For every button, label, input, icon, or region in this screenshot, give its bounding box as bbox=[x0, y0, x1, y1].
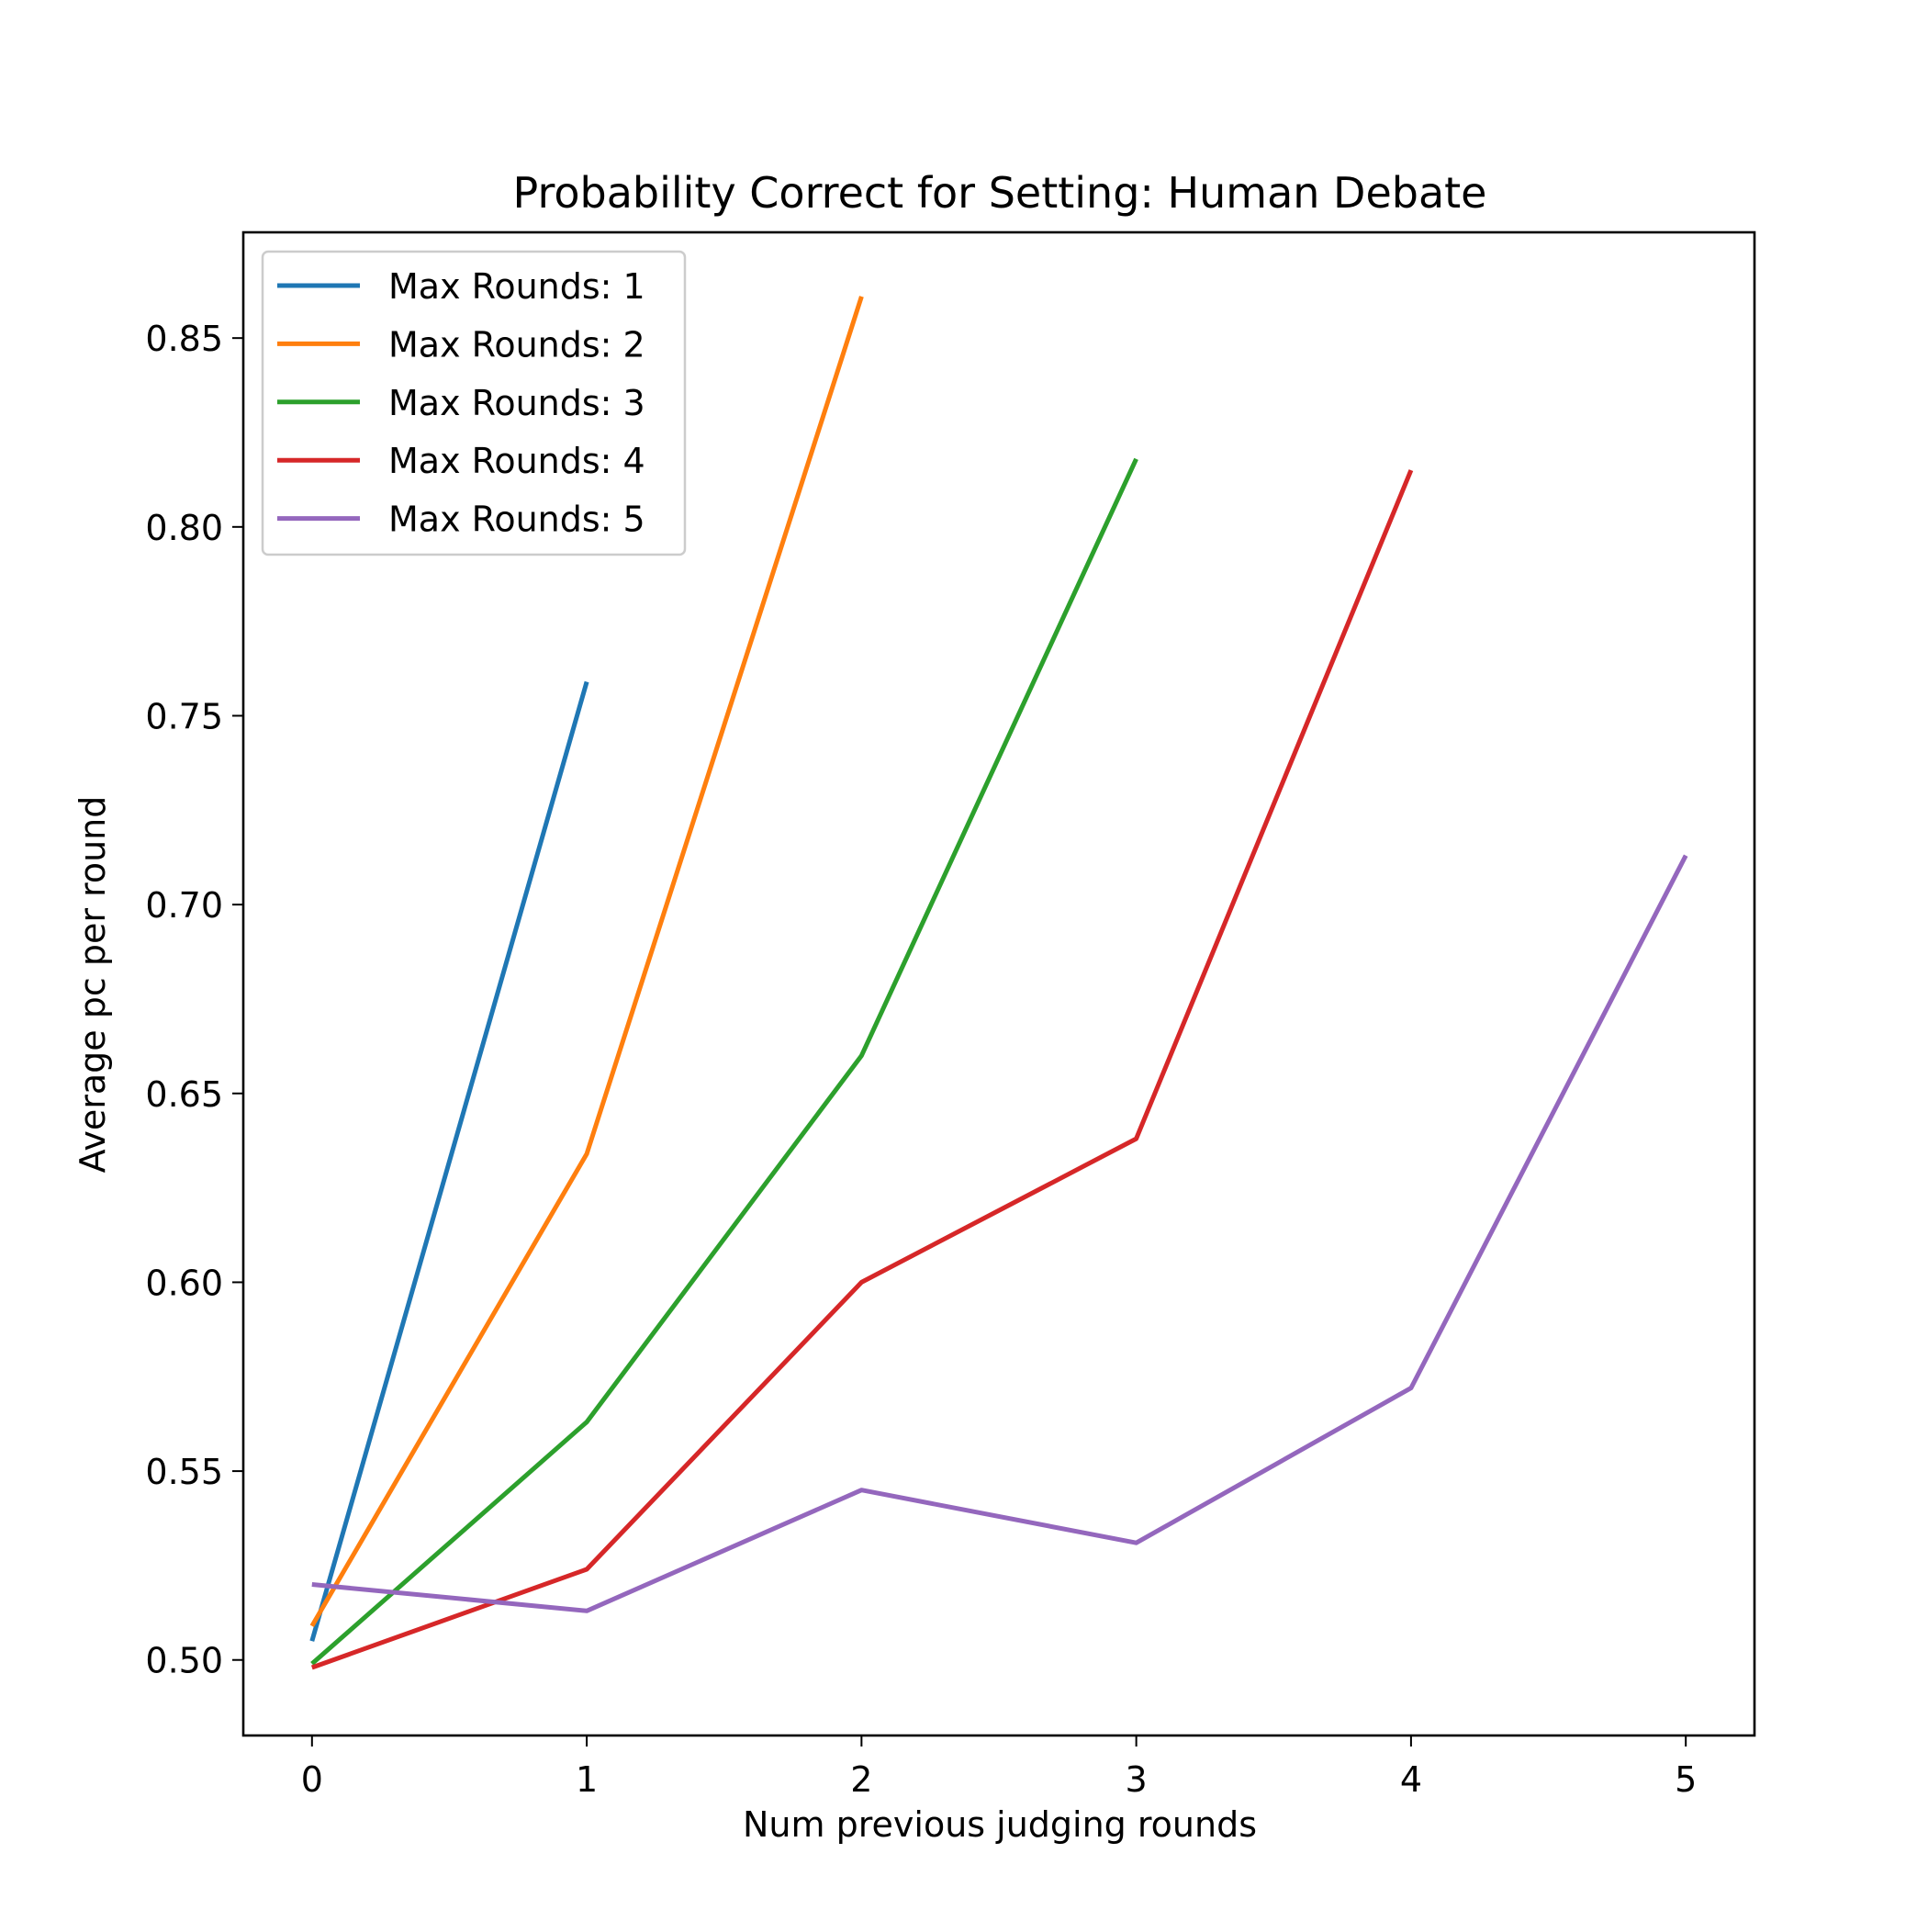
y-tick-label: 0.85 bbox=[145, 319, 223, 359]
legend-box bbox=[261, 250, 687, 556]
legend-label-2: Max Rounds: 2 bbox=[388, 324, 645, 365]
series-line-5 bbox=[311, 854, 1688, 1613]
y-tick-label: 0.60 bbox=[145, 1263, 223, 1303]
series-line-1 bbox=[309, 680, 589, 1642]
y-tick-label: 0.80 bbox=[145, 508, 223, 548]
x-tick-label: 3 bbox=[1126, 1759, 1148, 1800]
legend: Max Rounds: 1 Max Rounds: 2 Max Rounds: 3 M… bbox=[261, 250, 687, 556]
y-tick-label: 0.50 bbox=[145, 1641, 223, 1681]
y-axis: 0.50 0.55 0.60 0.65 0.70 0.75 0.80 0.85 bbox=[145, 319, 243, 1681]
x-tick-label: 4 bbox=[1400, 1759, 1422, 1800]
x-tick-label: 0 bbox=[301, 1759, 323, 1800]
y-axis-label: Average pc per round bbox=[73, 796, 113, 1174]
legend-label-5: Max Rounds: 5 bbox=[388, 500, 645, 540]
legend-label-3: Max Rounds: 3 bbox=[388, 383, 645, 423]
legend-label-4: Max Rounds: 4 bbox=[388, 441, 645, 481]
y-tick-label: 0.70 bbox=[145, 885, 223, 926]
x-axis: 0 1 2 3 4 5 bbox=[301, 1735, 1697, 1800]
y-tick-label: 0.65 bbox=[145, 1074, 223, 1115]
chart-title: Probability Correct for Setting: Human D… bbox=[513, 168, 1487, 218]
x-axis-label: Num previous judging rounds bbox=[743, 1804, 1257, 1845]
legend-label-1: Max Rounds: 1 bbox=[388, 266, 645, 307]
series-line-3 bbox=[310, 457, 1138, 1666]
series-layer bbox=[309, 296, 1688, 1670]
x-tick-label: 2 bbox=[850, 1759, 872, 1800]
series-line-2 bbox=[309, 296, 864, 1627]
y-tick-label: 0.55 bbox=[145, 1452, 223, 1492]
y-tick-label: 0.75 bbox=[145, 696, 223, 736]
x-tick-label: 1 bbox=[576, 1759, 598, 1800]
plot-frame bbox=[241, 230, 1756, 1737]
x-tick-label: 5 bbox=[1675, 1759, 1697, 1800]
